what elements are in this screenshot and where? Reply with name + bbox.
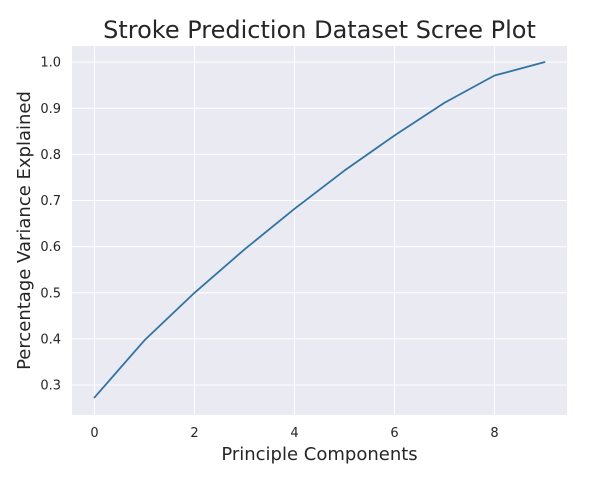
x-tick-label: 0	[90, 426, 98, 441]
y-tick-label: 0.6	[40, 240, 61, 255]
x-tick-label: 8	[490, 426, 498, 441]
y-tick-label: 0.4	[40, 332, 61, 347]
y-tick-label: 0.5	[40, 286, 61, 301]
y-tick-label: 0.7	[40, 194, 61, 209]
plot-area	[72, 46, 567, 415]
y-tick-label: 0.8	[40, 148, 61, 163]
x-tick-label: 6	[390, 426, 398, 441]
y-tick-label: 1.0	[40, 56, 61, 71]
x-tick-label: 2	[190, 426, 198, 441]
x-axis-label: Principle Components	[221, 444, 417, 465]
chart-title: Stroke Prediction Dataset Scree Plot	[103, 16, 536, 44]
y-axis-label: Percentage Variance Explained	[14, 91, 35, 370]
y-tick-label: 0.3	[40, 379, 61, 394]
grid-lines	[72, 46, 567, 415]
tick-labels: 0 2 4 6 8 0.3 0.4 0.5 0.6 0.7 0.8 0.9 1.0	[40, 56, 498, 441]
series-line	[93, 61, 546, 399]
x-tick-label: 4	[290, 426, 298, 441]
y-tick-label: 0.9	[40, 102, 61, 117]
series-layer	[93, 61, 546, 399]
